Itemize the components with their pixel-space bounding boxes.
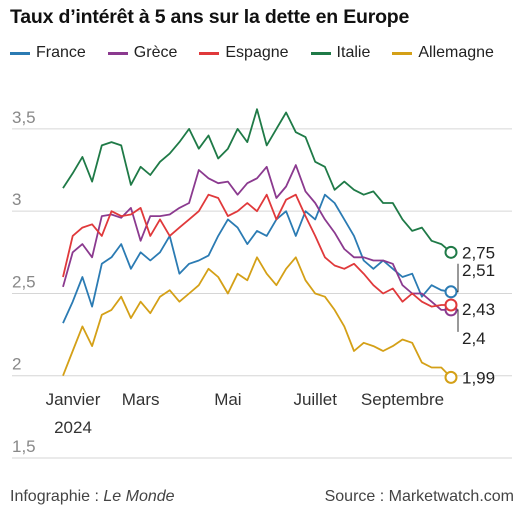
legend-swatch-grece [107, 51, 128, 55]
source: Source : Marketwatch.com [324, 488, 514, 505]
end-label-italie: 2,75 [462, 243, 495, 262]
y-tick-label: 3,5 [12, 108, 36, 127]
legend: France Grèce Espagne Italie Allemagne [10, 44, 494, 62]
legend-item-espagne: Espagne [199, 44, 289, 62]
series-line-italie [62, 108, 452, 253]
credit-outlet: Le Monde [103, 488, 175, 505]
end-marker-espagne [444, 298, 458, 312]
end-label-grèce: 2,4 [462, 329, 486, 348]
y-tick-label: 2 [12, 355, 21, 374]
legend-swatch-allemagne [392, 51, 413, 55]
legend-swatch-italie [310, 51, 331, 55]
end-label-espagne: 2,43 [462, 300, 495, 319]
x-tick-label: Janvier [46, 390, 101, 409]
credit-label: Infographie : [10, 488, 104, 505]
legend-item-france: France [10, 44, 86, 62]
series-line-grèce [62, 164, 451, 311]
legend-item-italie: Italie [310, 44, 371, 62]
legend-label-espagne: Espagne [225, 44, 289, 61]
x-tick-label: Juillet [293, 390, 337, 409]
end-marker-allemagne [444, 370, 458, 384]
end-label-france: 2,51 [462, 261, 495, 280]
series-line-espagne [62, 193, 451, 308]
legend-label-grece: Grèce [133, 44, 178, 61]
legend-swatch-france [10, 51, 30, 55]
end-label-allemagne: 1,99 [462, 368, 495, 387]
chart-title: Taux d’intérêt à 5 ans sur la dette en E… [10, 6, 410, 28]
x-tick-label: Septembre [361, 390, 444, 409]
end-label-connector [457, 309, 459, 332]
x-tick-label: Mai [214, 390, 241, 409]
legend-item-grece: Grèce [107, 44, 178, 62]
end-label-connector [457, 263, 459, 293]
y-tick-label: 2,5 [12, 272, 36, 291]
legend-label-italie: Italie [336, 44, 371, 61]
x-tick-label: Mars [122, 390, 160, 409]
series-line-france [62, 193, 452, 324]
x-year-label: 2024 [54, 418, 92, 437]
y-tick-label: 1,5 [12, 437, 36, 456]
end-marker-france [444, 285, 458, 299]
legend-label-allemagne: Allemagne [418, 44, 494, 61]
legend-swatch-espagne [199, 51, 220, 55]
credit: Infographie : Le Monde [10, 488, 175, 506]
legend-label-france: France [36, 44, 86, 61]
series-line-allemagne [62, 256, 452, 379]
end-marker-italie [444, 245, 458, 259]
y-tick-label: 3 [12, 190, 21, 209]
legend-item-allemagne: Allemagne [392, 44, 494, 62]
